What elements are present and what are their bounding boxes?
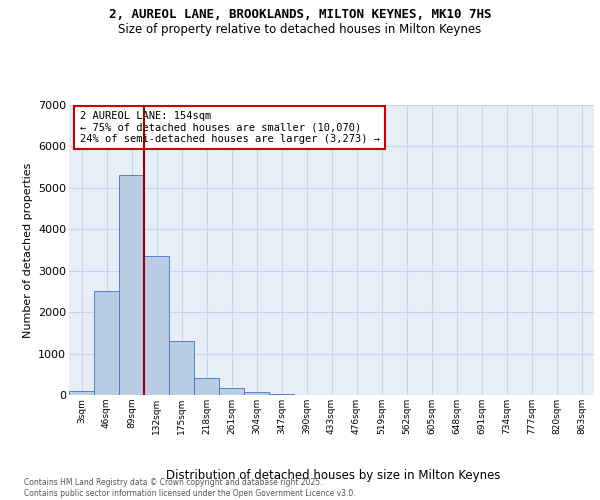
Bar	[144, 256, 169, 395]
Bar	[219, 388, 244, 395]
Bar	[269, 394, 294, 395]
Y-axis label: Number of detached properties: Number of detached properties	[23, 162, 32, 338]
Text: 2, AUREOL LANE, BROOKLANDS, MILTON KEYNES, MK10 7HS: 2, AUREOL LANE, BROOKLANDS, MILTON KEYNE…	[109, 8, 491, 20]
Bar	[169, 341, 194, 395]
Bar	[94, 292, 119, 395]
Text: 2 AUREOL LANE: 154sqm
← 75% of detached houses are smaller (10,070)
24% of semi-: 2 AUREOL LANE: 154sqm ← 75% of detached …	[79, 111, 380, 144]
Bar	[194, 378, 219, 395]
Text: Contains HM Land Registry data © Crown copyright and database right 2025.
Contai: Contains HM Land Registry data © Crown c…	[24, 478, 356, 498]
Bar	[119, 176, 144, 395]
Text: Size of property relative to detached houses in Milton Keynes: Size of property relative to detached ho…	[118, 22, 482, 36]
Text: Distribution of detached houses by size in Milton Keynes: Distribution of detached houses by size …	[166, 470, 500, 482]
Bar	[244, 392, 269, 395]
Bar	[69, 391, 94, 395]
